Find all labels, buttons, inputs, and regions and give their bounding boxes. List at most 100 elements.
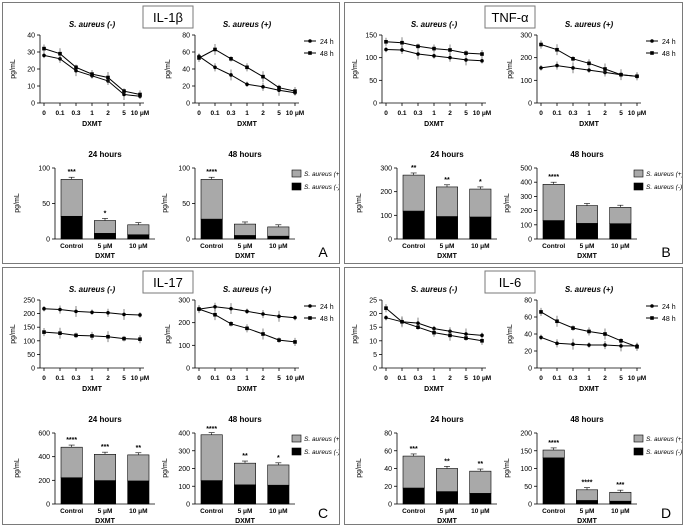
panel-D-title-box bbox=[484, 270, 536, 294]
panel-C-bar-1-legend-swatch-1 bbox=[291, 447, 302, 456]
panel-B-line-0-xtick-label-2: 0.3 bbox=[413, 110, 422, 117]
panel-B-line-0-xtick-label-0: 0 bbox=[384, 110, 388, 117]
panel-A-svg: IL-1β Apg/mL pg/mL pg/mL pg/mL S. aureus (-) 0… bbox=[10, 5, 342, 260]
panel-A-line-1-legend-marker-0 bbox=[308, 39, 312, 43]
panel-C-bar-1-xtick-label-0: Control bbox=[200, 508, 223, 515]
panel-C-line-1-xtick-label-4: 2 bbox=[261, 375, 265, 382]
panel-D-line-0-series-1-point-2 bbox=[416, 325, 420, 329]
panel-D-line-1-series-0-point-4 bbox=[603, 343, 607, 347]
panel-B-bar-0-ytick-label-2: 200 bbox=[380, 189, 392, 196]
panel-A-line-1-xtick-label-3: 1 bbox=[245, 110, 249, 117]
panel-A-line-0-series-1-point-5 bbox=[122, 89, 126, 93]
panel-A-line-0-xtick-label-4: 2 bbox=[106, 110, 110, 117]
panel-C-bar-1-sig-2: * bbox=[277, 455, 280, 462]
panel-B-line-0-series-1-point-1 bbox=[400, 40, 404, 45]
panel-D-bar-1-sig-2: *** bbox=[616, 482, 624, 489]
panel-D-letter: D bbox=[661, 505, 671, 521]
panel-D-bar-1-bar-pos-2 bbox=[609, 491, 632, 502]
panel-A-line-1-legend-label-1: 48 h bbox=[320, 51, 334, 58]
panel-C-line-1-title: S. aureus (+) bbox=[223, 285, 272, 294]
panel-B-line-0-series-0-point-3 bbox=[432, 54, 436, 58]
panel-D-line-ylabel-0: pg/mL bbox=[352, 324, 359, 344]
panel-B-line-1-series-0-point-1 bbox=[555, 63, 559, 68]
panel-C-bar-1-bar-pos-2 bbox=[267, 464, 290, 486]
panel-B-line-1-xlabel: DXMT bbox=[579, 121, 600, 128]
panel-A-bar-1-legend-label-0: S. aureus (+) bbox=[304, 171, 339, 178]
panel-D-line-0-series-1-point-6 bbox=[480, 339, 484, 343]
panel-C-line-1-legend-label-0: 24 h bbox=[320, 304, 334, 311]
panel-D-bar-0-bar-neg-0 bbox=[402, 487, 425, 505]
panel-A-bar-1-xtick-label-2: 10 μM bbox=[269, 243, 287, 250]
panel-D-line-1-series-0-point-1 bbox=[555, 341, 559, 346]
panel-D-line-1-ytick-label-0: 0 bbox=[528, 366, 532, 373]
panel-C-line-1-ytick-label-0: 0 bbox=[186, 366, 190, 373]
panel-B-bar-0-xtick-label-1: 5 μM bbox=[440, 243, 455, 250]
panel-C-line-1-series-1-point-5 bbox=[277, 338, 281, 342]
panel-C-bar-1-sig-1: ** bbox=[242, 453, 248, 460]
panel-A-line-1-xlabel: DXMT bbox=[237, 121, 258, 128]
panel-B-bar-0-title: 24 hours bbox=[430, 150, 464, 159]
panel-A-line-1-xtick-label-0: 0 bbox=[197, 110, 201, 117]
panel-D-bar-0-ytick-label-3: 60 bbox=[384, 448, 392, 455]
panel-C-line-1-xlabel: DXMT bbox=[237, 386, 258, 393]
panel-B-line-0-xtick-label-1: 0.1 bbox=[397, 110, 406, 117]
panel-C-line-1-xtick-label-2: 0.3 bbox=[226, 375, 235, 382]
panel-B-line-0-series-0-point-0 bbox=[384, 47, 388, 52]
panel-C-bar-0-bar-pos-0 bbox=[60, 446, 83, 479]
panel-B-bar-0-ytick-label-1: 100 bbox=[380, 213, 392, 220]
panel-A-bar-1-bar-pos-0 bbox=[200, 179, 223, 220]
panel-B-svg: TNF-α Bpg/mL pg/mL pg/mL pg/mL S. aureus (-) 0… bbox=[352, 5, 684, 260]
panel-B-bar-1-ytick-label-2: 200 bbox=[520, 208, 532, 215]
panel-A-line-0-title: S. aureus (-) bbox=[69, 20, 116, 29]
panel-D-line-1-ytick-label-4: 80 bbox=[524, 298, 532, 305]
panel-C-bar-1-ytick-label-3: 300 bbox=[178, 448, 190, 455]
panel-A-line-0-xtick-label-0: 0 bbox=[42, 110, 46, 117]
panel-C-bar-0-bar-neg-2 bbox=[127, 480, 150, 505]
panel-A-line-0-series-1-point-4 bbox=[106, 75, 110, 80]
panel-B-bar-1-ytick-label-4: 400 bbox=[520, 180, 532, 187]
panel-A-line-1-ytick-label-2: 40 bbox=[182, 67, 190, 74]
panel-B-line-1-xtick-label-3: 1 bbox=[587, 110, 591, 117]
panel-B-line-0-series-1-point-0 bbox=[384, 40, 388, 44]
panel-B-line-0-xlabel: DXMT bbox=[424, 121, 445, 128]
panel-D-line-0-ytick-label-1: 5 bbox=[373, 352, 377, 359]
panel-D-line-1-xtick-label-2: 0.3 bbox=[568, 375, 577, 382]
panel-D-bar-1-bar-neg-2 bbox=[609, 500, 632, 505]
panel-C-line-0-series-0-point-6 bbox=[138, 313, 142, 317]
panel-B-line-1-ytick-label-1: 100 bbox=[520, 78, 532, 85]
panel-B-line-0-series-1-point-6 bbox=[480, 52, 484, 56]
panel-C-line-ylabel-0: pg/mL bbox=[10, 324, 17, 344]
panel-D-bar-0-bar-pos-1 bbox=[436, 468, 458, 492]
panel-C-line-1-xtick-label-1: 0.1 bbox=[210, 375, 219, 382]
panel-A-line-0-ytick-label-1: 10 bbox=[27, 84, 35, 91]
panel-A-line-0-series-0-point-5 bbox=[122, 92, 126, 97]
panel-A-line-ylabel-0: pg/mL bbox=[10, 59, 17, 79]
panel-C-line-1-series-0-point-5 bbox=[277, 314, 281, 319]
panel-D-bar-1-bar-neg-0 bbox=[542, 457, 565, 505]
panel-B-bar-0-xtick-label-0: Control bbox=[402, 243, 425, 250]
panel-B-bar-0-xtick-label-2: 10 μM bbox=[471, 243, 489, 250]
panel-A-line-1-series-1-point-5 bbox=[277, 85, 281, 90]
panel-A-line-1-title: S. aureus (+) bbox=[223, 20, 272, 29]
panel-C-bar-1-bar-pos-0 bbox=[200, 434, 223, 481]
panel-A-bar-ylabel-1: pg/mL bbox=[162, 193, 169, 213]
panel-A-bar-1-sig-0: **** bbox=[206, 169, 217, 176]
panel-C-line-0-ytick-label-5: 250 bbox=[23, 298, 35, 305]
panel-D-line-1-xtick-label-0: 0 bbox=[539, 375, 543, 382]
panel-A-bar-1-title: 48 hours bbox=[228, 150, 262, 159]
panel-A-bar-0-xtick-label-2: 10 μM bbox=[129, 243, 147, 250]
panel-A-line-1-xtick-label-5: 5 bbox=[277, 110, 281, 117]
panel-C-bar-1-sig-0: **** bbox=[206, 426, 217, 433]
panel-D-line-0-xtick-label-5: 5 bbox=[464, 375, 468, 382]
panel-B-bar-1-bar-neg-2 bbox=[609, 223, 632, 240]
panel-A-bar-0-xlabel: DXMT bbox=[95, 253, 116, 260]
panel-C-line-0-xtick-label-0: 0 bbox=[42, 375, 46, 382]
panel-A-line-0-xtick-label-1: 0.1 bbox=[55, 110, 64, 117]
panel-C-line-0-series-0-point-4 bbox=[106, 310, 110, 315]
panel-C-line-1-xtick-label-0: 0 bbox=[197, 375, 201, 382]
panel-D-bar-1-title: 48 hours bbox=[570, 415, 604, 424]
panel-B-bar-1-ytick-label-5: 500 bbox=[520, 166, 532, 173]
panel-C-bar-1-bar-neg-2 bbox=[267, 484, 290, 505]
panel-B-line-1-series-0-point-0 bbox=[539, 66, 543, 70]
